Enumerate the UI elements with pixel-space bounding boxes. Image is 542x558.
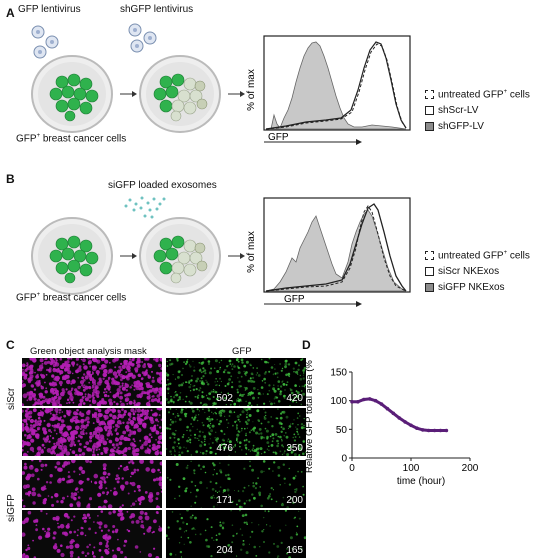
panel-a-letter: A — [6, 6, 15, 20]
open-swatch — [425, 267, 434, 276]
y-tick-label: 50 — [336, 425, 348, 436]
chart-series — [350, 397, 449, 433]
data-point — [421, 428, 425, 432]
culture-dish-icon — [139, 217, 221, 295]
row-label-sigfp: siGFP — [6, 494, 17, 522]
data-point — [362, 397, 366, 402]
panel-b-letter: B — [6, 172, 15, 186]
object-count-label: 200 — [286, 495, 303, 506]
mask-image-tile — [92, 510, 162, 558]
exosomes-icon — [124, 196, 166, 219]
object-count-label: 204 — [216, 545, 233, 556]
legend-untreated: untreated GFP+ cells — [425, 250, 530, 261]
legend-sigfp: siGFP NKExos — [425, 282, 505, 293]
object-count-label: 171 — [216, 495, 233, 506]
mask-image-tile — [22, 408, 92, 456]
data-point — [385, 406, 390, 411]
open-swatch — [425, 106, 434, 115]
culture-dish-icon — [31, 217, 113, 295]
gfp-image-tile: 171 — [166, 460, 236, 508]
mask-image-tile — [22, 358, 92, 406]
y-tick-label: 100 — [330, 396, 347, 407]
virus-icon — [128, 23, 157, 53]
exosomes-label: siGFP loaded exosomes — [108, 180, 217, 191]
legend-shscr: shScr-LV — [425, 105, 478, 116]
dashed-swatch — [425, 251, 434, 261]
data-point — [409, 423, 413, 428]
gfp-image-tile: 165 — [236, 510, 306, 558]
panel-a-y-axis-label: % of max — [246, 69, 257, 111]
panel-d-letter: D — [302, 338, 311, 352]
gfp-image-tile: 200 — [236, 460, 306, 508]
panel-b-cells-label: GFP+ breast cancer cells — [16, 292, 127, 304]
culture-dish-icon — [139, 55, 221, 133]
panel-b-schematic — [31, 196, 245, 295]
mask-image-tile — [22, 510, 92, 558]
gfp-header: GFP — [232, 346, 252, 357]
arrow-right-icon — [228, 253, 245, 259]
filled-swatch — [425, 283, 434, 292]
y-tick-label: 0 — [341, 454, 347, 465]
data-point — [379, 402, 384, 406]
dashed-swatch — [425, 90, 434, 100]
gfp-image-tile: 350 — [236, 408, 306, 456]
object-count-label: 165 — [286, 545, 303, 556]
gfp-image-tile: 476 — [166, 408, 236, 456]
y-tick-label: 150 — [330, 368, 347, 379]
x-tick-label: 0 — [349, 463, 355, 474]
virus-icon — [31, 25, 59, 59]
panel-a-cells-label: GFP+ breast cancer cells — [16, 133, 127, 145]
gfp-image-tile: 204 — [166, 510, 236, 558]
legend-shgfp: shGFP-LV — [425, 121, 484, 132]
object-count-label: 476 — [216, 443, 233, 454]
data-point — [415, 426, 419, 430]
series-line — [352, 397, 447, 432]
data-point — [391, 411, 396, 416]
data-point — [426, 428, 431, 433]
object-count-label: 502 — [216, 393, 233, 404]
data-point — [403, 420, 407, 424]
panel-b-y-axis-label: % of max — [246, 231, 257, 273]
object-count-label: 420 — [286, 393, 303, 404]
panel-b-histogram: % of max GFP — [246, 197, 411, 307]
data-point — [367, 397, 372, 401]
gfp-image-tile: 420 — [236, 358, 306, 406]
culture-dish-icon — [31, 55, 113, 133]
y-axis-label: Relative GFP total area (%) — [304, 360, 315, 473]
row-label-siscr: siScr — [6, 387, 17, 410]
gfp-lentivirus-label: GFP lentivirus — [18, 4, 81, 15]
object-count-label: 350 — [286, 443, 303, 454]
mask-image-tile — [92, 460, 162, 508]
mask-image-tile — [92, 358, 162, 406]
mask-image-tile — [92, 408, 162, 456]
data-point — [432, 428, 437, 433]
panel-a-x-axis-label: GFP — [268, 132, 289, 143]
data-point — [373, 398, 378, 403]
panel-b-x-axis-label: GFP — [284, 294, 305, 305]
mask-header: Green object analysis mask — [30, 346, 147, 357]
arrow-right-icon — [228, 91, 245, 97]
x-tick-label: 200 — [462, 463, 479, 474]
legend-siscr: siScr NKExos — [425, 266, 499, 277]
x-tick-label: 100 — [403, 463, 420, 474]
panel-a-histogram: % of max GFP — [246, 35, 411, 145]
chart-axes: 0 50 100 150 0 100 200 — [330, 368, 478, 475]
data-point — [438, 428, 443, 433]
data-point — [350, 400, 354, 404]
gfp-image-tile: 502 — [166, 358, 236, 406]
arrow-right-icon — [120, 91, 137, 97]
panel-c-letter: C — [6, 338, 15, 352]
filled-swatch — [425, 122, 434, 131]
data-point — [356, 400, 360, 404]
growth-chart: Relative GFP total area (%) time (hour) … — [304, 360, 479, 487]
legend-untreated: untreated GFP+ cells — [425, 89, 530, 100]
mask-image-tile — [22, 460, 92, 508]
arrow-right-icon — [120, 253, 137, 259]
shgfp-lentivirus-label: shGFP lentivirus — [120, 4, 194, 15]
data-point — [444, 428, 449, 433]
x-axis-label: time (hour) — [397, 476, 445, 487]
data-point — [397, 416, 401, 420]
panel-a-schematic — [31, 23, 245, 133]
